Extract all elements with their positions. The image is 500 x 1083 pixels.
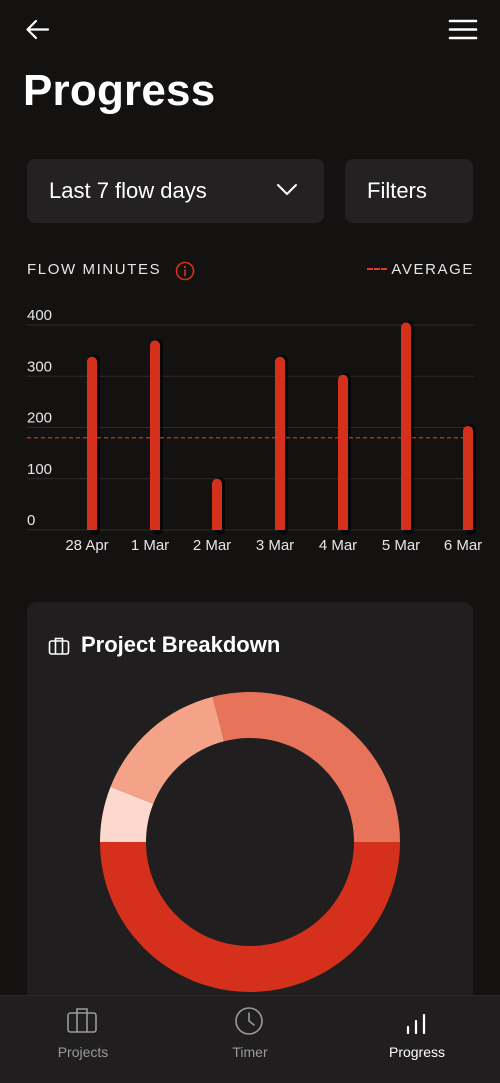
menu-button[interactable] — [446, 14, 480, 46]
breakdown-title: Project Breakdown — [81, 632, 281, 657]
briefcase-icon — [67, 1008, 97, 1033]
top-bar — [0, 0, 500, 60]
clock-icon — [235, 1007, 263, 1035]
date-range-label: Last 7 flow days — [49, 178, 207, 203]
donut-segment[interactable] — [212, 692, 400, 842]
x-tick-label: 2 Mar — [193, 537, 231, 554]
x-tick-label: 5 Mar — [382, 537, 420, 554]
nav-progress-label: Progress — [388, 1044, 446, 1060]
donut-segment[interactable] — [100, 786, 154, 842]
bar — [212, 478, 222, 530]
x-tick-label: 28 Apr — [65, 537, 108, 554]
flow-minutes-chart: 0 100 200 300 400 28 Apr 1 Mar 2 Mar 3 Mar 4 Mar 5… — [27, 307, 482, 554]
date-range-dropdown[interactable]: Last 7 flow days — [27, 159, 324, 223]
bar — [338, 374, 348, 530]
chart-header: FLOW MINUTES AVERAGE — [27, 260, 474, 282]
bar — [87, 356, 97, 530]
chart-title: FLOW MINUTES — [27, 261, 162, 278]
x-tick-label: 1 Mar — [131, 537, 169, 554]
bar-chart-icon — [406, 1013, 426, 1035]
x-tick-label: 4 Mar — [319, 537, 357, 554]
chevron-down-icon — [277, 184, 297, 195]
briefcase-icon — [48, 637, 70, 655]
nav-timer[interactable]: Timer — [167, 996, 333, 1083]
legend-average-label: AVERAGE — [391, 261, 474, 278]
filters-label: Filters — [367, 178, 427, 203]
info-icon[interactable] — [174, 260, 196, 287]
arrow-left-icon — [26, 19, 50, 40]
donut-segment[interactable] — [110, 696, 225, 804]
nav-progress[interactable]: Progress — [334, 996, 500, 1083]
x-tick-label: 3 Mar — [256, 537, 294, 554]
bar — [275, 356, 285, 530]
bar — [401, 322, 411, 530]
nav-projects[interactable]: Projects — [0, 996, 166, 1083]
page-title: Progress — [23, 66, 216, 115]
filters-button[interactable]: Filters — [345, 159, 473, 223]
average-legend-line — [367, 267, 388, 270]
project-breakdown-card: Project Breakdown — [27, 602, 473, 1022]
donut-segment[interactable] — [100, 842, 400, 992]
y-tick-label: 0 — [27, 512, 35, 529]
chart-legend: AVERAGE — [367, 261, 474, 278]
y-tick-label: 100 — [27, 461, 52, 478]
y-tick-label: 200 — [27, 410, 52, 427]
y-tick-label: 300 — [27, 358, 52, 375]
nav-timer-label: Timer — [232, 1044, 268, 1060]
bottom-nav: Projects Timer Progress — [0, 995, 500, 1083]
project-breakdown-donut — [100, 692, 400, 992]
bar — [150, 340, 160, 530]
nav-projects-label: Projects — [57, 1044, 109, 1060]
hamburger-icon — [448, 19, 478, 40]
x-tick-label: 6 Mar — [444, 537, 482, 554]
back-button[interactable] — [22, 14, 54, 46]
bar — [463, 425, 473, 530]
y-tick-label: 400 — [27, 307, 52, 324]
